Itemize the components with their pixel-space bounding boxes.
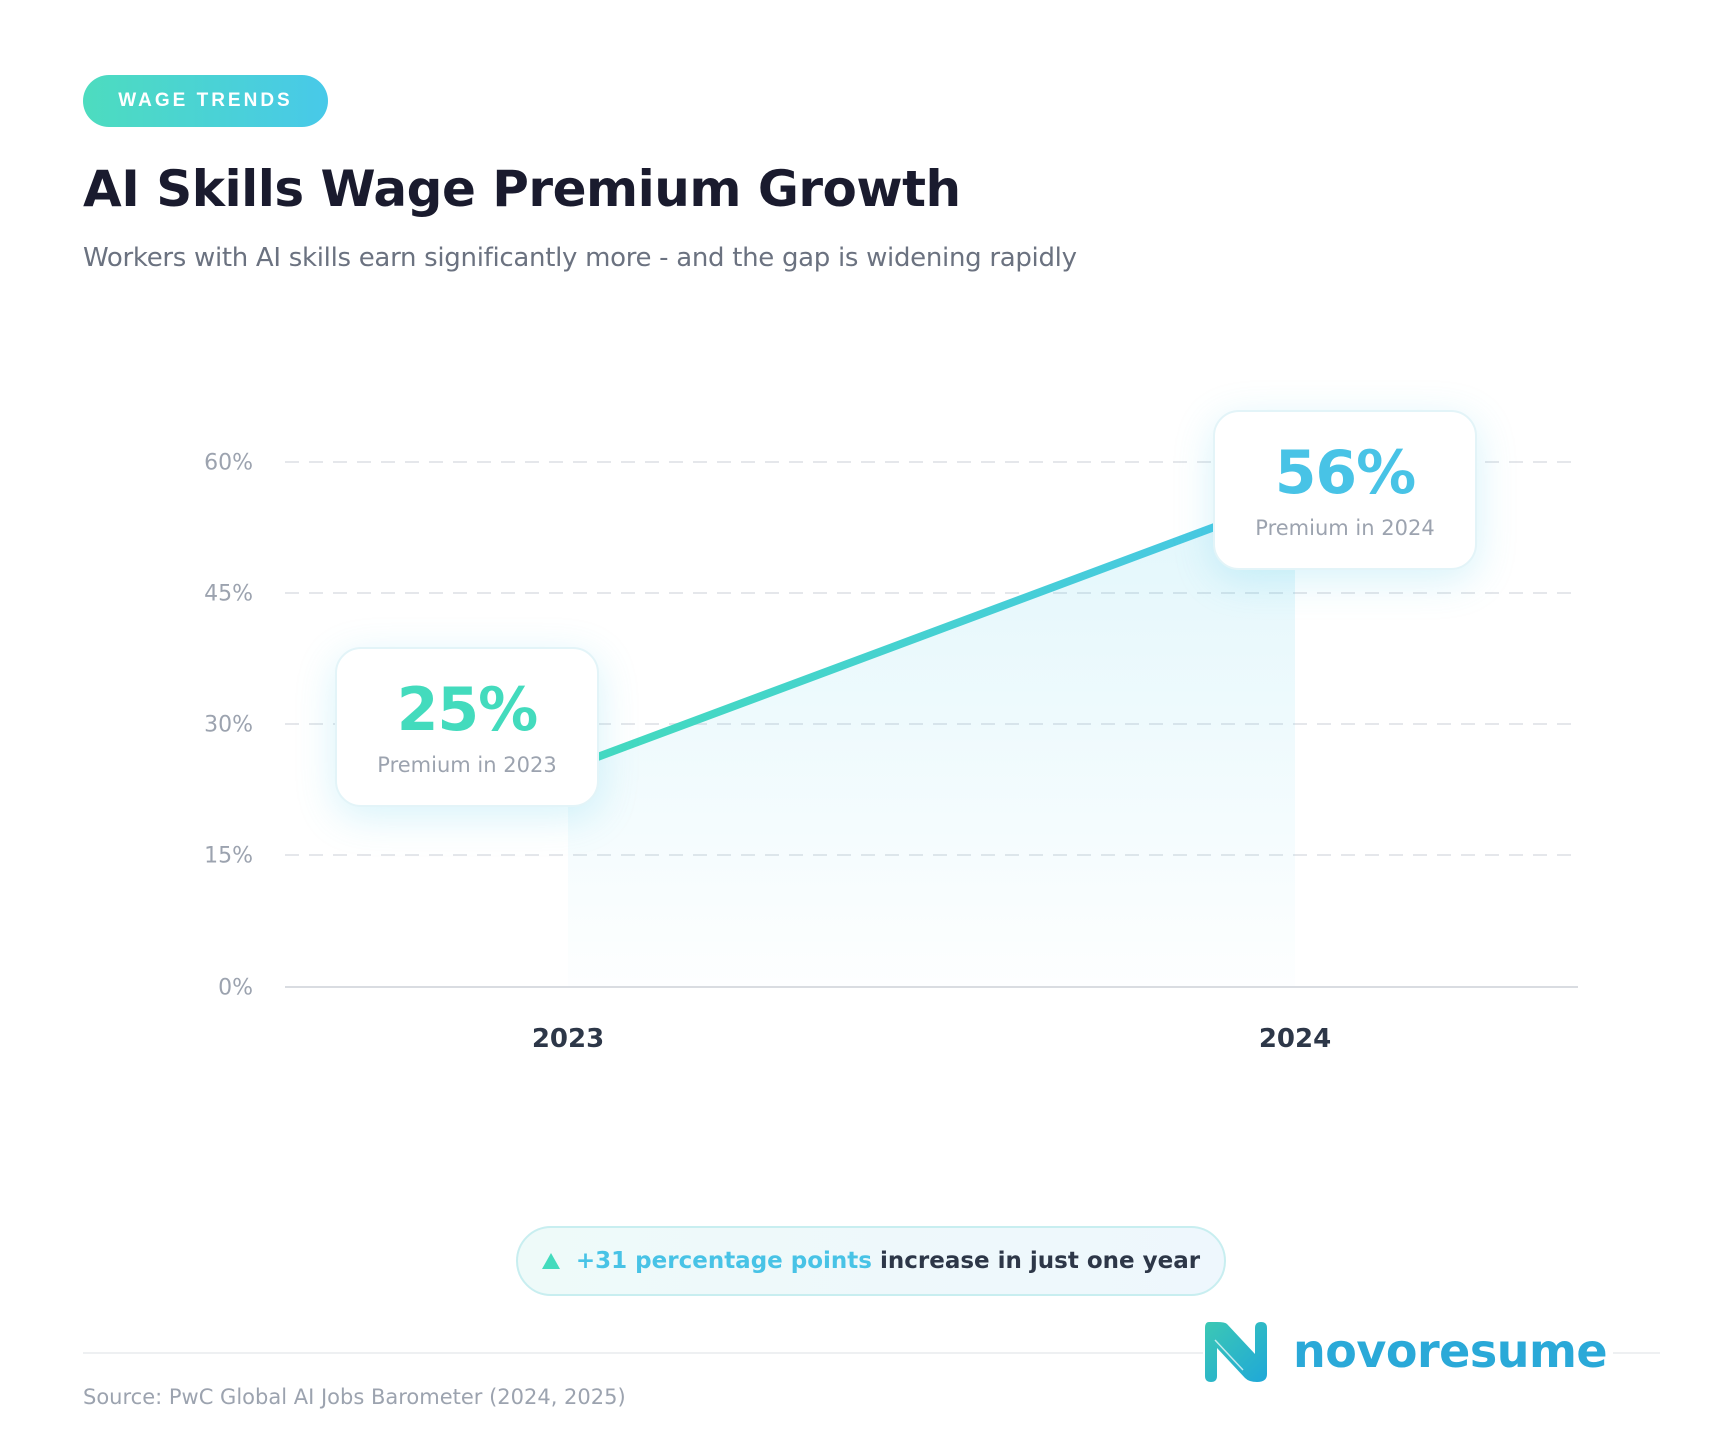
page-title: AI Skills Wage Premium Growth	[83, 160, 961, 218]
y-tick-45: 45%	[204, 581, 253, 607]
footer-divider	[83, 1352, 1660, 1354]
trend-line	[564, 493, 1299, 772]
insight-banner: +31 percentage points increase in just o…	[516, 1226, 1226, 1296]
x-tick-2024: 2024	[1258, 1024, 1332, 1054]
callout-2023: 25% Premium in 2023	[335, 647, 599, 807]
area-fill	[568, 497, 1295, 987]
y-tick-0: 0%	[218, 975, 253, 1001]
callout-2024-value: 56%	[1274, 438, 1417, 508]
brand-wordmark: novoresume	[1293, 1324, 1608, 1378]
callout-2024-label: Premium in 2024	[1255, 516, 1435, 540]
page-subtitle: Workers with AI skills earn significantl…	[83, 243, 1077, 273]
novoresume-n-icon	[1205, 1322, 1267, 1382]
source-note: Source: PwC Global AI Jobs Barometer (20…	[83, 1385, 626, 1409]
y-tick-30: 30%	[204, 712, 253, 738]
callout-2023-value: 25%	[396, 675, 539, 745]
insight-text: increase in just one year	[879, 1248, 1201, 1274]
x-tick-2023: 2023	[531, 1024, 605, 1054]
callout-2023-label: Premium in 2023	[377, 753, 557, 777]
insight-highlight: +31 percentage points	[575, 1248, 872, 1274]
category-tag: WAGE TRENDS	[83, 75, 328, 127]
triangle-up-icon	[541, 1253, 560, 1269]
y-tick-60: 60%	[204, 450, 253, 476]
y-tick-15: 15%	[204, 843, 253, 869]
brand-logo: novoresume	[1203, 1318, 1614, 1384]
callout-2024: 56% Premium in 2024	[1213, 410, 1477, 570]
